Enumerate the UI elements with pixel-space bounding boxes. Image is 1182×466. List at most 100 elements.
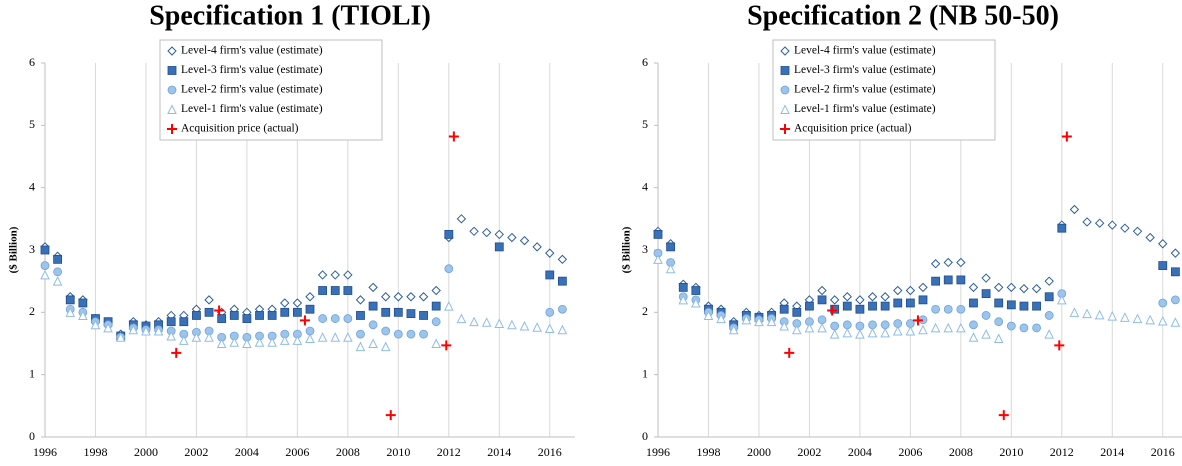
point — [817, 315, 827, 325]
point — [65, 295, 75, 305]
point — [280, 298, 290, 308]
point — [65, 307, 76, 317]
point — [703, 310, 714, 320]
point — [691, 297, 701, 308]
legend-marker — [780, 46, 790, 56]
point — [267, 311, 277, 320]
point — [330, 332, 341, 342]
x-tick-label: 1996 — [33, 445, 57, 459]
point — [305, 333, 315, 344]
x-tick-label: 1998 — [83, 445, 107, 459]
y-tick-label: 0 — [29, 429, 35, 443]
point — [368, 320, 378, 330]
point — [880, 327, 890, 338]
point — [1019, 323, 1029, 333]
x-tick-label: 2000 — [134, 445, 158, 459]
legend-label: Level-2 firm's value (estimate) — [181, 84, 323, 96]
point — [52, 276, 63, 286]
point — [431, 338, 441, 348]
point — [969, 298, 978, 308]
point — [242, 338, 252, 348]
point — [1054, 340, 1065, 351]
x-tick-label: 2002 — [184, 445, 208, 459]
x-tick-label: 2012 — [437, 445, 461, 459]
point — [931, 276, 941, 286]
point — [216, 338, 227, 348]
point — [678, 294, 689, 305]
point — [678, 282, 688, 292]
point — [1032, 301, 1041, 311]
point — [544, 323, 555, 334]
y-tick-label: 6 — [642, 55, 648, 69]
point — [441, 340, 452, 351]
legend-marker — [167, 85, 177, 95]
point — [368, 282, 378, 293]
point — [469, 226, 479, 237]
point — [653, 230, 663, 239]
point — [930, 322, 941, 333]
y-axis-label: ($ Billion) — [621, 226, 633, 273]
point — [418, 292, 429, 302]
point — [981, 289, 991, 299]
point — [1057, 294, 1067, 305]
point — [141, 325, 151, 336]
point — [393, 329, 403, 339]
point — [431, 301, 441, 311]
point — [1044, 329, 1054, 339]
legend-label: Level-2 firm's value (estimate) — [794, 84, 936, 96]
point — [728, 324, 739, 335]
point — [217, 314, 227, 323]
point — [1006, 300, 1016, 310]
point — [868, 320, 877, 330]
x-tick-label: 2006 — [285, 445, 309, 459]
point — [1006, 282, 1017, 293]
y-tick-label: 2 — [642, 304, 648, 318]
point — [115, 332, 126, 342]
point — [1145, 232, 1155, 243]
point — [994, 282, 1004, 293]
point — [1094, 218, 1105, 228]
x-tick-label: 2008 — [336, 445, 360, 459]
legend-label: Level-1 firm's value (estimate) — [181, 103, 323, 115]
point — [481, 227, 492, 238]
point — [1069, 204, 1080, 215]
point — [827, 305, 838, 316]
point — [1044, 311, 1054, 320]
point — [998, 410, 1009, 421]
point — [1082, 217, 1092, 227]
point — [943, 257, 953, 268]
point — [981, 311, 991, 320]
point — [53, 254, 63, 264]
point — [40, 245, 50, 255]
point — [519, 320, 530, 331]
point — [918, 282, 928, 293]
point — [507, 232, 517, 243]
point — [355, 295, 366, 305]
point — [318, 286, 328, 295]
point — [431, 285, 441, 296]
point — [830, 321, 840, 331]
point — [842, 320, 852, 330]
point — [192, 311, 201, 320]
point — [214, 305, 225, 316]
point — [444, 264, 454, 274]
legend-marker — [780, 66, 790, 75]
point — [956, 322, 966, 333]
legend-label: Level-4 firm's value (estimate) — [181, 45, 323, 57]
point — [868, 301, 877, 311]
point — [78, 298, 88, 308]
point — [40, 261, 50, 270]
point — [1044, 292, 1054, 302]
point — [103, 322, 113, 333]
point — [880, 320, 890, 330]
point — [867, 292, 878, 302]
point — [385, 410, 396, 421]
point — [1170, 267, 1180, 277]
point — [53, 267, 63, 277]
point — [267, 337, 277, 347]
point — [880, 301, 890, 311]
point — [1157, 315, 1168, 326]
point — [431, 317, 441, 327]
point — [817, 285, 827, 296]
